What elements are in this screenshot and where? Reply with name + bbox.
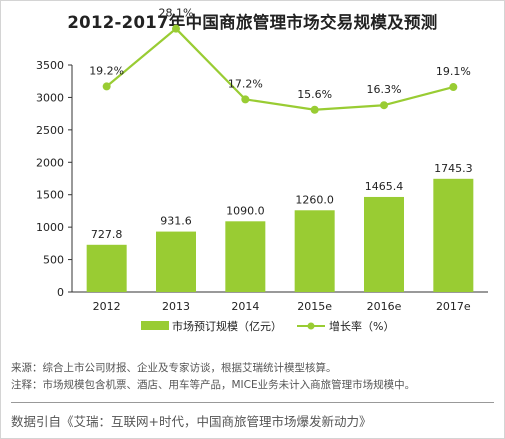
bar-series: 727.8 931.6 1090.0 1260.0 1465.4 1745.3 <box>86 162 474 292</box>
growth-value-label: 19.2% <box>89 64 124 77</box>
legend-bar-label: 市场预订规模（亿元） <box>172 319 282 333</box>
x-tick-label: 2012 <box>93 300 121 313</box>
remark-note: 注释：市场规模包含机票、酒店、用车等产品，MICE业务未计入商旅管理市场规模中。 <box>11 379 416 391</box>
legend-line-label: 增长率（%） <box>329 319 394 333</box>
legend-line-marker <box>307 322 315 330</box>
growth-value-label: 16.3% <box>367 83 402 96</box>
growth-value-label: 28.1% <box>159 7 194 20</box>
y-tick-label: 2500 <box>36 124 64 137</box>
bar <box>86 244 127 292</box>
y-tick-label: 1500 <box>36 189 64 202</box>
y-tick-label: 3500 <box>36 59 64 72</box>
axes: 0 500 1000 1500 2000 2500 3000 3500 2012 2013 2014… <box>36 59 488 313</box>
legend-bar-swatch <box>141 321 169 330</box>
growth-point <box>241 95 250 104</box>
y-tick-label: 2000 <box>36 156 64 169</box>
growth-point <box>380 101 388 110</box>
bar <box>294 210 335 292</box>
growth-point <box>102 82 111 91</box>
growth-point <box>310 105 319 114</box>
growth-line-series: 19.2% 28.1% 17.2% 15.6% 16.3% 19.1% <box>89 7 471 114</box>
growth-value-label: 17.2% <box>228 77 263 90</box>
bar-value-label: 1465.4 <box>365 180 404 193</box>
x-tick-label: 2016e <box>367 300 402 313</box>
legend: 市场预订规模（亿元） 增长率（%） <box>141 319 394 333</box>
notes: 来源：综合上市公司财报、企业及专家访谈，根据艾瑞统计模型核算。 注释：市场规模包… <box>11 360 415 394</box>
y-tick-label: 500 <box>43 254 64 267</box>
bar <box>364 196 404 292</box>
x-tick-label: 2017e <box>436 300 471 313</box>
bar-value-label: 931.6 <box>160 215 192 228</box>
y-tick-label: 0 <box>57 286 64 299</box>
growth-point <box>172 24 180 33</box>
chart-title: 2012-2017年中国商旅管理市场交易规模及预测 <box>67 13 438 32</box>
bar-value-label: 1745.3 <box>434 162 473 175</box>
growth-point <box>449 83 458 92</box>
bar <box>156 231 196 292</box>
growth-value-label: 15.6% <box>297 88 332 101</box>
source-note: 来源：综合上市公司财报、企业及专家访谈，根据艾瑞统计模型核算。 <box>11 362 337 374</box>
x-tick-label: 2013 <box>162 300 190 313</box>
divider <box>11 402 494 403</box>
bar-value-label: 1260.0 <box>295 193 334 206</box>
growth-value-label: 19.1% <box>436 65 471 78</box>
bar <box>433 178 474 292</box>
citation: 数据引自《艾瑞：互联网+时代，中国商旅管理市场爆发新动力》 <box>11 414 372 429</box>
growth-line <box>105 27 454 111</box>
y-tick-label: 3000 <box>36 91 64 104</box>
x-tick-label: 2015e <box>297 300 332 313</box>
bar <box>225 221 266 292</box>
y-tick-label: 1000 <box>36 221 64 234</box>
bar-value-label: 1090.0 <box>226 204 265 217</box>
x-tick-label: 2014 <box>231 300 259 313</box>
bar-value-label: 727.8 <box>91 228 123 241</box>
